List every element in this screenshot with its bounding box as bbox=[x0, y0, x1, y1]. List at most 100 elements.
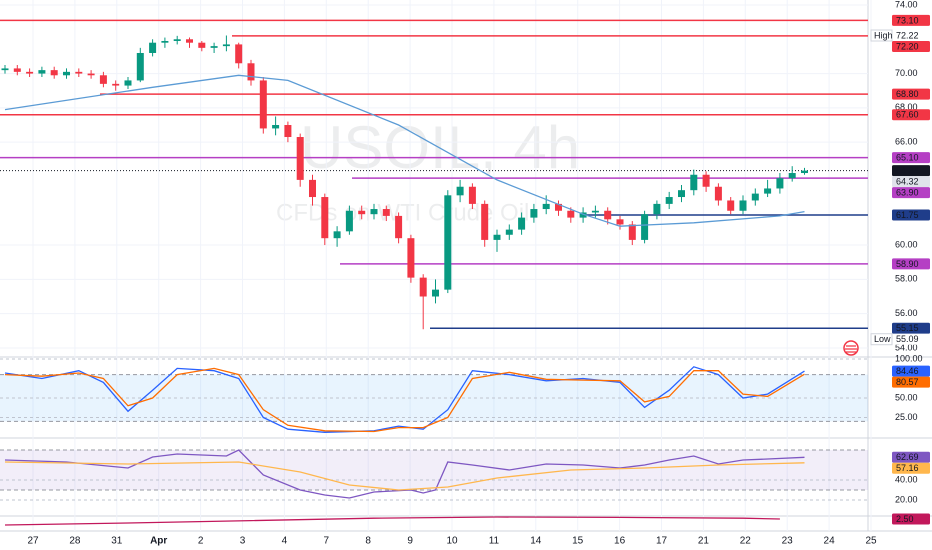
price-badge bbox=[892, 109, 930, 121]
price-badge bbox=[892, 152, 930, 164]
candle-body bbox=[801, 170, 808, 174]
price-badge-label: 61.75 bbox=[896, 210, 919, 220]
indicator-line bbox=[4, 367, 805, 433]
candle-body bbox=[161, 40, 169, 43]
candle-body bbox=[641, 214, 649, 240]
price-badge-label: 63.90 bbox=[896, 188, 919, 198]
date-label: 22 bbox=[740, 536, 752, 547]
watermark-description: CFDs on WTI Crude Oil bbox=[276, 199, 529, 226]
price-badge-label: 2.50 bbox=[896, 514, 914, 524]
candle-body bbox=[1, 68, 9, 71]
price-badge bbox=[892, 209, 930, 221]
candle-body bbox=[345, 210, 353, 232]
candle-body bbox=[395, 215, 403, 239]
price-badge-label: 55.09 bbox=[896, 334, 919, 344]
date-label: 16 bbox=[614, 536, 626, 547]
date-label: Apr bbox=[150, 536, 167, 547]
candle-body bbox=[63, 71, 70, 76]
y-tick-label: 40.00 bbox=[895, 474, 918, 484]
date-label: 11 bbox=[489, 536, 500, 547]
candle-body bbox=[764, 188, 772, 194]
y-tick-label: 100.00 bbox=[895, 353, 923, 363]
price-badge bbox=[892, 513, 930, 525]
marker-tag: High bbox=[874, 30, 893, 40]
date-label: 17 bbox=[656, 536, 668, 547]
price-badge bbox=[892, 14, 930, 26]
date-label: 23 bbox=[782, 536, 794, 547]
price-badge-label: 84.46 bbox=[896, 366, 919, 376]
watermark-symbol: USOIL, 4h bbox=[300, 114, 580, 181]
y-tick-label: 56.00 bbox=[895, 308, 918, 318]
candle-body bbox=[579, 212, 587, 218]
candle-body bbox=[653, 203, 661, 215]
candle-body bbox=[591, 210, 599, 213]
indicator-line bbox=[4, 449, 805, 499]
price-badge-label: 68.80 bbox=[896, 89, 919, 99]
candle-body bbox=[542, 203, 550, 210]
candle-body bbox=[333, 231, 341, 239]
indicator-line bbox=[4, 516, 780, 526]
candle-body bbox=[222, 44, 230, 47]
candle-body bbox=[468, 186, 476, 204]
candle-body bbox=[751, 193, 759, 201]
candle-body bbox=[419, 277, 427, 297]
price-badge-label: 55.15 bbox=[896, 323, 919, 333]
candle-body bbox=[173, 39, 181, 41]
date-label: 28 bbox=[69, 536, 81, 547]
candle-body bbox=[665, 197, 673, 204]
candle-body bbox=[321, 197, 329, 239]
price-badge-label: 62.69 bbox=[896, 452, 919, 462]
candle-body bbox=[210, 46, 218, 48]
price-badge-label: 67.60 bbox=[896, 110, 919, 120]
candle-body bbox=[382, 209, 390, 216]
price-badge-label: 80.57 bbox=[896, 377, 919, 387]
candle-body bbox=[616, 219, 624, 225]
candle-body bbox=[432, 289, 439, 297]
candle-body bbox=[38, 70, 46, 74]
marker-tag: Low bbox=[874, 334, 891, 344]
candle-body bbox=[259, 80, 267, 129]
date-label: 31 bbox=[111, 536, 123, 547]
y-tick-label: 74.00 bbox=[895, 0, 918, 9]
price-badge bbox=[892, 187, 930, 199]
candle-body bbox=[555, 203, 562, 211]
y-tick-label: 50.00 bbox=[895, 392, 918, 402]
indicator-line bbox=[4, 74, 805, 227]
y-tick-label: 25.00 bbox=[895, 412, 918, 422]
candle-body bbox=[13, 68, 21, 72]
candle-body bbox=[788, 173, 796, 179]
candle-body bbox=[112, 83, 120, 86]
date-label: 2 bbox=[198, 536, 204, 547]
candle-body bbox=[235, 44, 243, 64]
candle-body bbox=[284, 125, 292, 138]
y-tick-label: 58.00 bbox=[895, 274, 918, 284]
price-badge bbox=[892, 258, 930, 270]
price-badge-label: 65.10 bbox=[896, 152, 919, 162]
candle-body bbox=[690, 174, 698, 191]
candle-body bbox=[493, 234, 501, 240]
price-badge-label: 64.34 bbox=[896, 166, 919, 176]
indicator-line bbox=[4, 461, 805, 491]
candle-body bbox=[678, 190, 685, 198]
price-badge bbox=[892, 376, 930, 388]
candle-body bbox=[604, 210, 612, 220]
candle-body bbox=[87, 73, 95, 76]
date-label: 3 bbox=[240, 536, 246, 547]
flag-stripes bbox=[845, 345, 857, 353]
candle-body bbox=[567, 210, 575, 218]
price-badge bbox=[892, 451, 930, 463]
candle-body bbox=[26, 71, 34, 74]
price-badge-label: 72.20 bbox=[896, 41, 919, 51]
indicator-band bbox=[0, 450, 868, 490]
price-badge-label: 72.22 bbox=[896, 30, 919, 40]
candle-body bbox=[358, 210, 366, 215]
y-tick-label: 70.00 bbox=[895, 68, 918, 78]
candle-body bbox=[628, 224, 636, 240]
candle-body bbox=[309, 179, 316, 198]
y-tick-label: 20.00 bbox=[895, 494, 918, 504]
candle-body bbox=[456, 186, 464, 196]
price-badge bbox=[892, 29, 930, 41]
price-badge-label: 57.16 bbox=[896, 463, 919, 473]
price-badge-label: 73.10 bbox=[896, 15, 919, 25]
